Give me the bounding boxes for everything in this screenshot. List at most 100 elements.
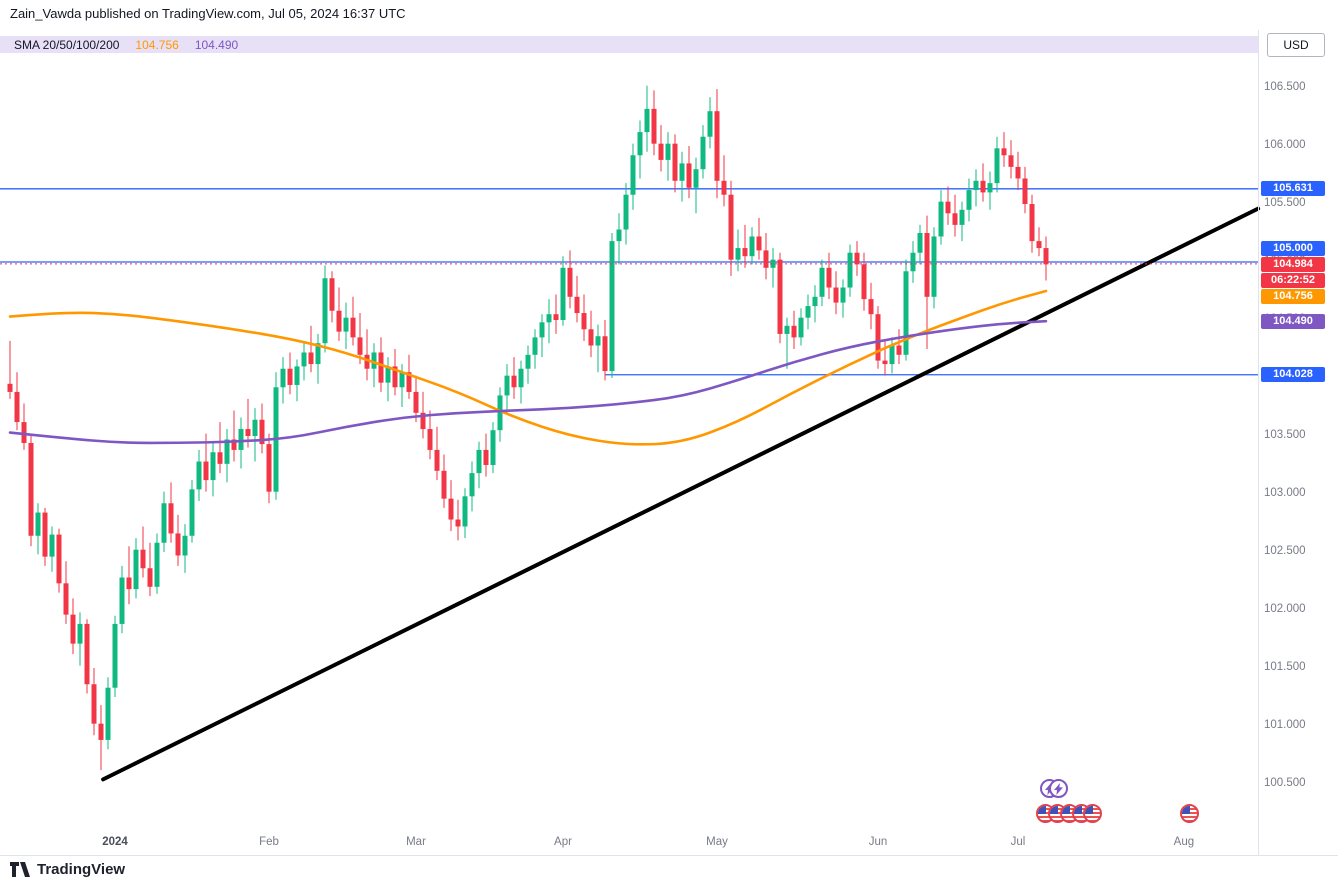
candle-body <box>322 278 328 344</box>
price-tick-106.500: 106.500 <box>1264 81 1306 93</box>
candle-body <box>434 449 440 471</box>
candle-body <box>924 233 930 297</box>
level-badge-104.028: 104.028 <box>1261 367 1325 383</box>
candle-body <box>28 442 34 536</box>
countdown-badge: 06:22:52 <box>1261 272 1325 288</box>
time-tick-Aug: Aug <box>1173 836 1195 848</box>
price-tick-106.000: 106.000 <box>1264 139 1306 151</box>
level-lines[interactable] <box>0 188 1258 376</box>
candle-body <box>679 163 685 181</box>
candle-body <box>336 310 342 332</box>
candle-body <box>511 375 517 388</box>
candle-body <box>1022 178 1028 204</box>
candle-body <box>826 267 832 288</box>
candle-body <box>294 366 300 385</box>
axis-vertical-separator <box>1258 30 1259 855</box>
price-tick-103.500: 103.500 <box>1264 429 1306 441</box>
candle-body <box>476 449 482 474</box>
candle-body <box>308 352 314 365</box>
candle-body <box>343 317 349 332</box>
candle-body <box>224 439 230 464</box>
candle-body <box>1008 155 1014 167</box>
candle-body <box>616 229 622 242</box>
published-line: Zain_Vawda published on TradingView.com,… <box>10 6 406 21</box>
candle-body <box>14 391 20 423</box>
candle-body <box>518 368 524 388</box>
candle-body <box>462 496 468 527</box>
candle-body <box>217 452 223 464</box>
candle-body <box>539 322 545 338</box>
economic-bolt-icon[interactable] <box>1049 779 1068 798</box>
axis-horizontal-separator <box>0 855 1338 856</box>
candle-body <box>609 241 615 372</box>
time-tick-Jun: Jun <box>868 836 888 848</box>
candle-body <box>742 248 748 257</box>
candle-body <box>168 503 174 534</box>
candle-body <box>231 439 237 450</box>
candle-body <box>280 368 286 388</box>
candle-body <box>196 461 202 490</box>
candle-body <box>49 534 55 557</box>
candle-body <box>889 345 895 365</box>
candle-body <box>665 143 671 160</box>
candle-body <box>763 250 769 268</box>
candle-body <box>756 236 762 251</box>
candle-body <box>693 169 699 188</box>
candle-body <box>651 108 657 144</box>
candle-body <box>784 325 790 334</box>
candle-body <box>805 306 811 318</box>
candle-body <box>1029 204 1035 242</box>
candle-body <box>791 325 797 338</box>
candle-body <box>399 372 405 388</box>
candle-body <box>644 108 650 133</box>
candle-body <box>448 498 454 520</box>
candle-body <box>364 354 370 369</box>
candle-body <box>707 111 713 137</box>
price-tick-101.500: 101.500 <box>1264 661 1306 673</box>
sma100-value: 104.756 <box>135 37 179 52</box>
us-flag-event-icon[interactable] <box>1083 804 1102 823</box>
candle-body <box>315 343 321 365</box>
indicator-legend[interactable]: SMA 20/50/100/200 104.756 104.490 <box>0 36 1258 53</box>
candle-body <box>686 163 692 188</box>
symbol-selector[interactable]: USD <box>1267 33 1325 57</box>
candle-body <box>1036 241 1042 249</box>
candle-body <box>21 422 27 443</box>
sma100-badge: 104.756 <box>1261 288 1325 304</box>
candle-body <box>420 412 426 430</box>
candle-body <box>266 444 272 492</box>
ascending-trendline[interactable] <box>101 206 1261 782</box>
candle-body <box>735 248 741 260</box>
level-badge-105.631: 105.631 <box>1261 181 1325 197</box>
candle-body <box>504 375 510 396</box>
tradingview-logo-icon <box>10 862 30 877</box>
tradingview-brand: TradingView <box>37 861 126 878</box>
candle-body <box>490 430 496 465</box>
tradingview-watermark[interactable]: TradingView <box>10 861 125 878</box>
candle-body <box>637 132 643 156</box>
candle-body <box>980 180 986 193</box>
candle-body <box>602 336 608 372</box>
sma200-value: 104.490 <box>194 37 239 52</box>
candle-body <box>98 723 104 740</box>
candle-body <box>812 296 818 307</box>
candle-body <box>833 287 839 303</box>
candle-body <box>966 190 972 210</box>
ma-line-sma-100[interactable] <box>8 289 1048 446</box>
candle-body <box>581 313 587 330</box>
candle-body <box>630 155 636 195</box>
candle-body <box>427 429 433 450</box>
candle-body <box>931 236 937 297</box>
candle-body <box>182 535 188 556</box>
candle-body <box>238 429 244 450</box>
candle-body <box>777 259 783 334</box>
candle-body <box>329 278 335 311</box>
ma-line-sma-200[interactable] <box>8 319 1048 445</box>
candle-body <box>161 503 167 543</box>
candle-body <box>1015 166 1021 179</box>
candle-body <box>546 314 552 323</box>
us-flag-event-icon[interactable] <box>1180 804 1199 823</box>
candle-body <box>7 383 13 392</box>
